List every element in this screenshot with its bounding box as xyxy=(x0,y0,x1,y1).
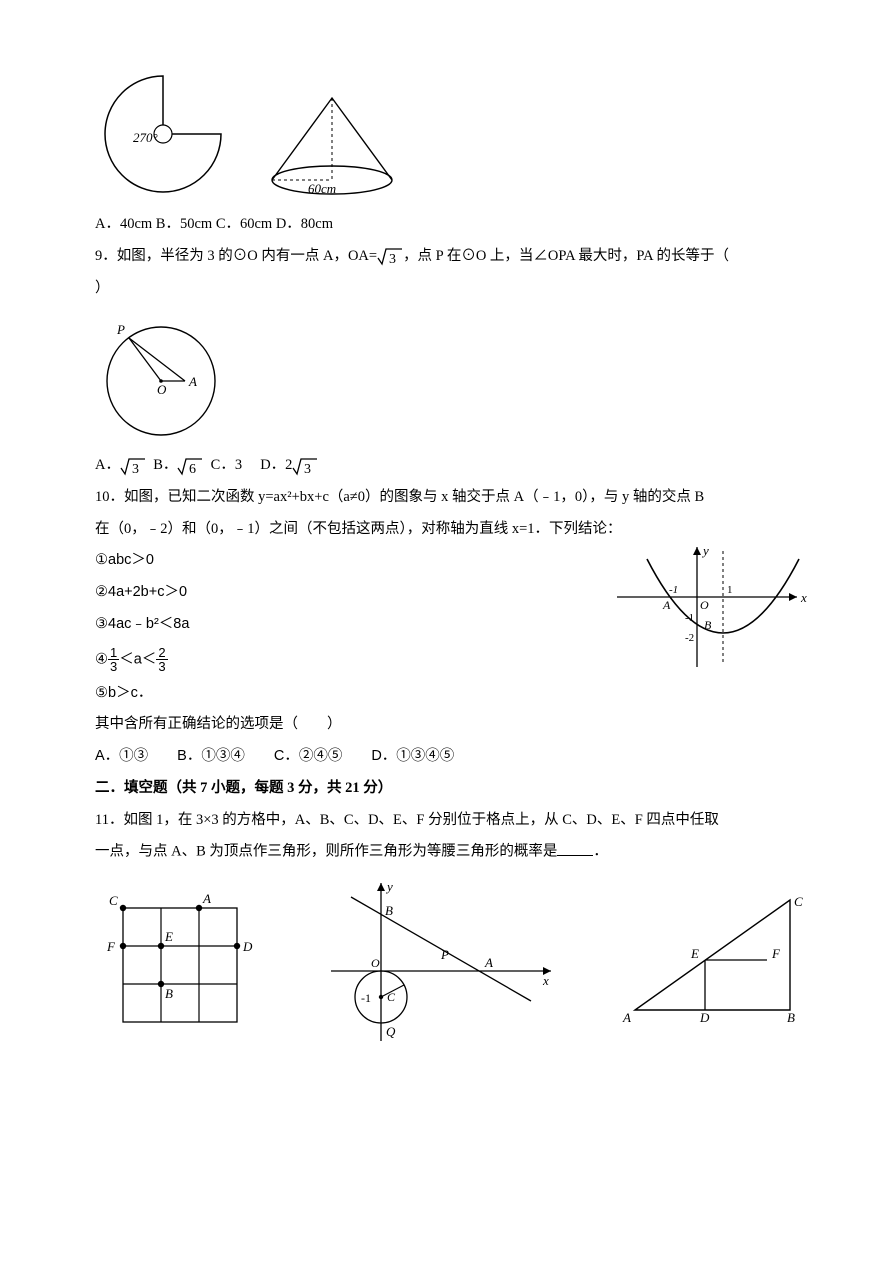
q8-sector-figure: 270° xyxy=(95,70,240,200)
q11-stem-l2: 一点，与点 A、B 为顶点作三角形，则所作三角形为等腰三角形的概率是 ． xyxy=(95,841,807,863)
q10-B-label: B xyxy=(704,618,712,632)
q11-figures: A B C D E F O B A P Q -1 C x y xyxy=(95,876,807,1046)
fig2-C: C xyxy=(387,990,396,1004)
fig1-B: B xyxy=(165,986,173,1001)
svg-text:-2: -2 xyxy=(685,632,694,644)
svg-text:-1: -1 xyxy=(685,612,694,624)
fig2-neg1: -1 xyxy=(361,991,371,1005)
svg-text:3: 3 xyxy=(132,462,139,476)
q9-options: A．3 B．6 C．3 D．23 xyxy=(95,455,807,477)
q9-stem-close: ） xyxy=(95,278,807,300)
q10-A-label: A xyxy=(662,598,671,612)
q11-fig3-triangle: A B C D E F xyxy=(617,886,807,1036)
fig1-A: A xyxy=(202,891,211,906)
sqrt3-icon: 3 xyxy=(120,456,146,476)
frac2-n: 2 xyxy=(156,646,167,660)
fig2-B: B xyxy=(385,903,393,918)
q11-stem-l2-post: ． xyxy=(593,844,608,860)
fig2-A: A xyxy=(484,955,493,970)
svg-text:1: 1 xyxy=(727,584,733,596)
q8-figures: 270° 60cm xyxy=(95,70,807,200)
fig3-E: E xyxy=(690,946,699,961)
frac1-n: 1 xyxy=(108,646,119,660)
q9-stem: 9．如图，半径为 3 的⊙O 内有一点 A，OA= 3 ，点 P 在⊙O 上，当∠O… xyxy=(95,246,807,268)
fig3-F: F xyxy=(771,946,781,961)
fig3-B: B xyxy=(787,1010,795,1025)
q10-O-label: O xyxy=(700,598,709,612)
fig2-y: y xyxy=(385,879,393,894)
q10-y-label: y xyxy=(701,543,709,558)
q11-fig1-grid: A B C D E F xyxy=(95,886,265,1036)
q9-stem-part2: ，点 P 在⊙O 上，当∠OPA 最大时，PA 的长等于（ xyxy=(403,248,729,264)
q10-tail: 其中含所有正确结论的选项是（ ） xyxy=(95,714,807,736)
frac1-d: 3 xyxy=(108,660,119,673)
cone-base-label: 60cm xyxy=(308,181,336,196)
fig1-D: D xyxy=(242,939,253,954)
svg-text:6: 6 xyxy=(189,462,196,476)
q10-x-label: x xyxy=(800,590,807,605)
q9-label-O: O xyxy=(157,382,167,397)
fig3-D: D xyxy=(699,1010,710,1025)
fig1-F: F xyxy=(106,939,116,954)
fig2-O: O xyxy=(371,956,380,970)
q11-fig2-coord: O B A P Q -1 C x y xyxy=(321,876,561,1046)
sector-angle-label: 270° xyxy=(133,130,158,145)
fig1-E: E xyxy=(164,929,173,944)
q10-c4-pre: ④ xyxy=(95,651,108,667)
svg-text:3: 3 xyxy=(389,252,396,266)
section2-head: 二．填空题（共 7 小题，每题 3 分，共 21 分） xyxy=(95,778,807,800)
q10-stem-l2: 在（0，﹣2）和（0，﹣1）之间（不包括这两点），对称轴为直线 x=1．下列结论… xyxy=(95,519,807,541)
fig3-C: C xyxy=(794,894,803,909)
q9-label-A: A xyxy=(188,374,197,389)
sqrt3-icon: 3 xyxy=(292,456,318,476)
fig2-P: P xyxy=(440,947,449,962)
frac2-d: 3 xyxy=(156,660,167,673)
fig1-C: C xyxy=(109,893,118,908)
svg-text:3: 3 xyxy=(304,462,311,476)
q10-body: ①abc＞0 ②4a+2b+c＞0 ③4ac﹣b²＜8a ④13＜a＜23 ⑤b… xyxy=(95,550,807,704)
q9-stem-part1: 9．如图，半径为 3 的⊙O 内有一点 A，OA= xyxy=(95,248,377,264)
svg-text:-1: -1 xyxy=(669,584,678,596)
q10-parabola-figure: -1 A O 1 -1 -2 B x y xyxy=(607,542,807,692)
sqrt6-icon: 6 xyxy=(177,456,203,476)
sqrt3-icon: 3 xyxy=(377,246,403,266)
q9-circle-figure: O A P xyxy=(95,309,235,439)
q11-stem-l1: 11．如图 1，在 3×3 的方格中，A、B、C、D、E、F 分别位于格点上，从… xyxy=(95,810,807,832)
q11-stem-l2-pre: 一点，与点 A、B 为顶点作三角形，则所作三角形为等腰三角形的概率是 xyxy=(95,844,557,860)
q9-label-P: P xyxy=(116,322,125,337)
q8-cone-figure: 60cm xyxy=(260,90,410,200)
q8-options: A．40cm B．50cm C．60cm D．80cm xyxy=(95,214,807,236)
q10-opts: A．①③ B．①③④ C．②④⑤ D．①③④⑤ xyxy=(95,746,807,768)
fig2-x: x xyxy=(542,973,549,988)
fig2-Q: Q xyxy=(386,1024,396,1039)
answer-blank[interactable] xyxy=(557,841,593,856)
fig3-A: A xyxy=(622,1010,631,1025)
q10-c4-mid: ＜a＜ xyxy=(119,651,156,667)
q10-stem-l1: 10．如图，已知二次函数 y=ax²+bx+c（a≠0）的图象与 x 轴交于点 … xyxy=(95,487,807,509)
